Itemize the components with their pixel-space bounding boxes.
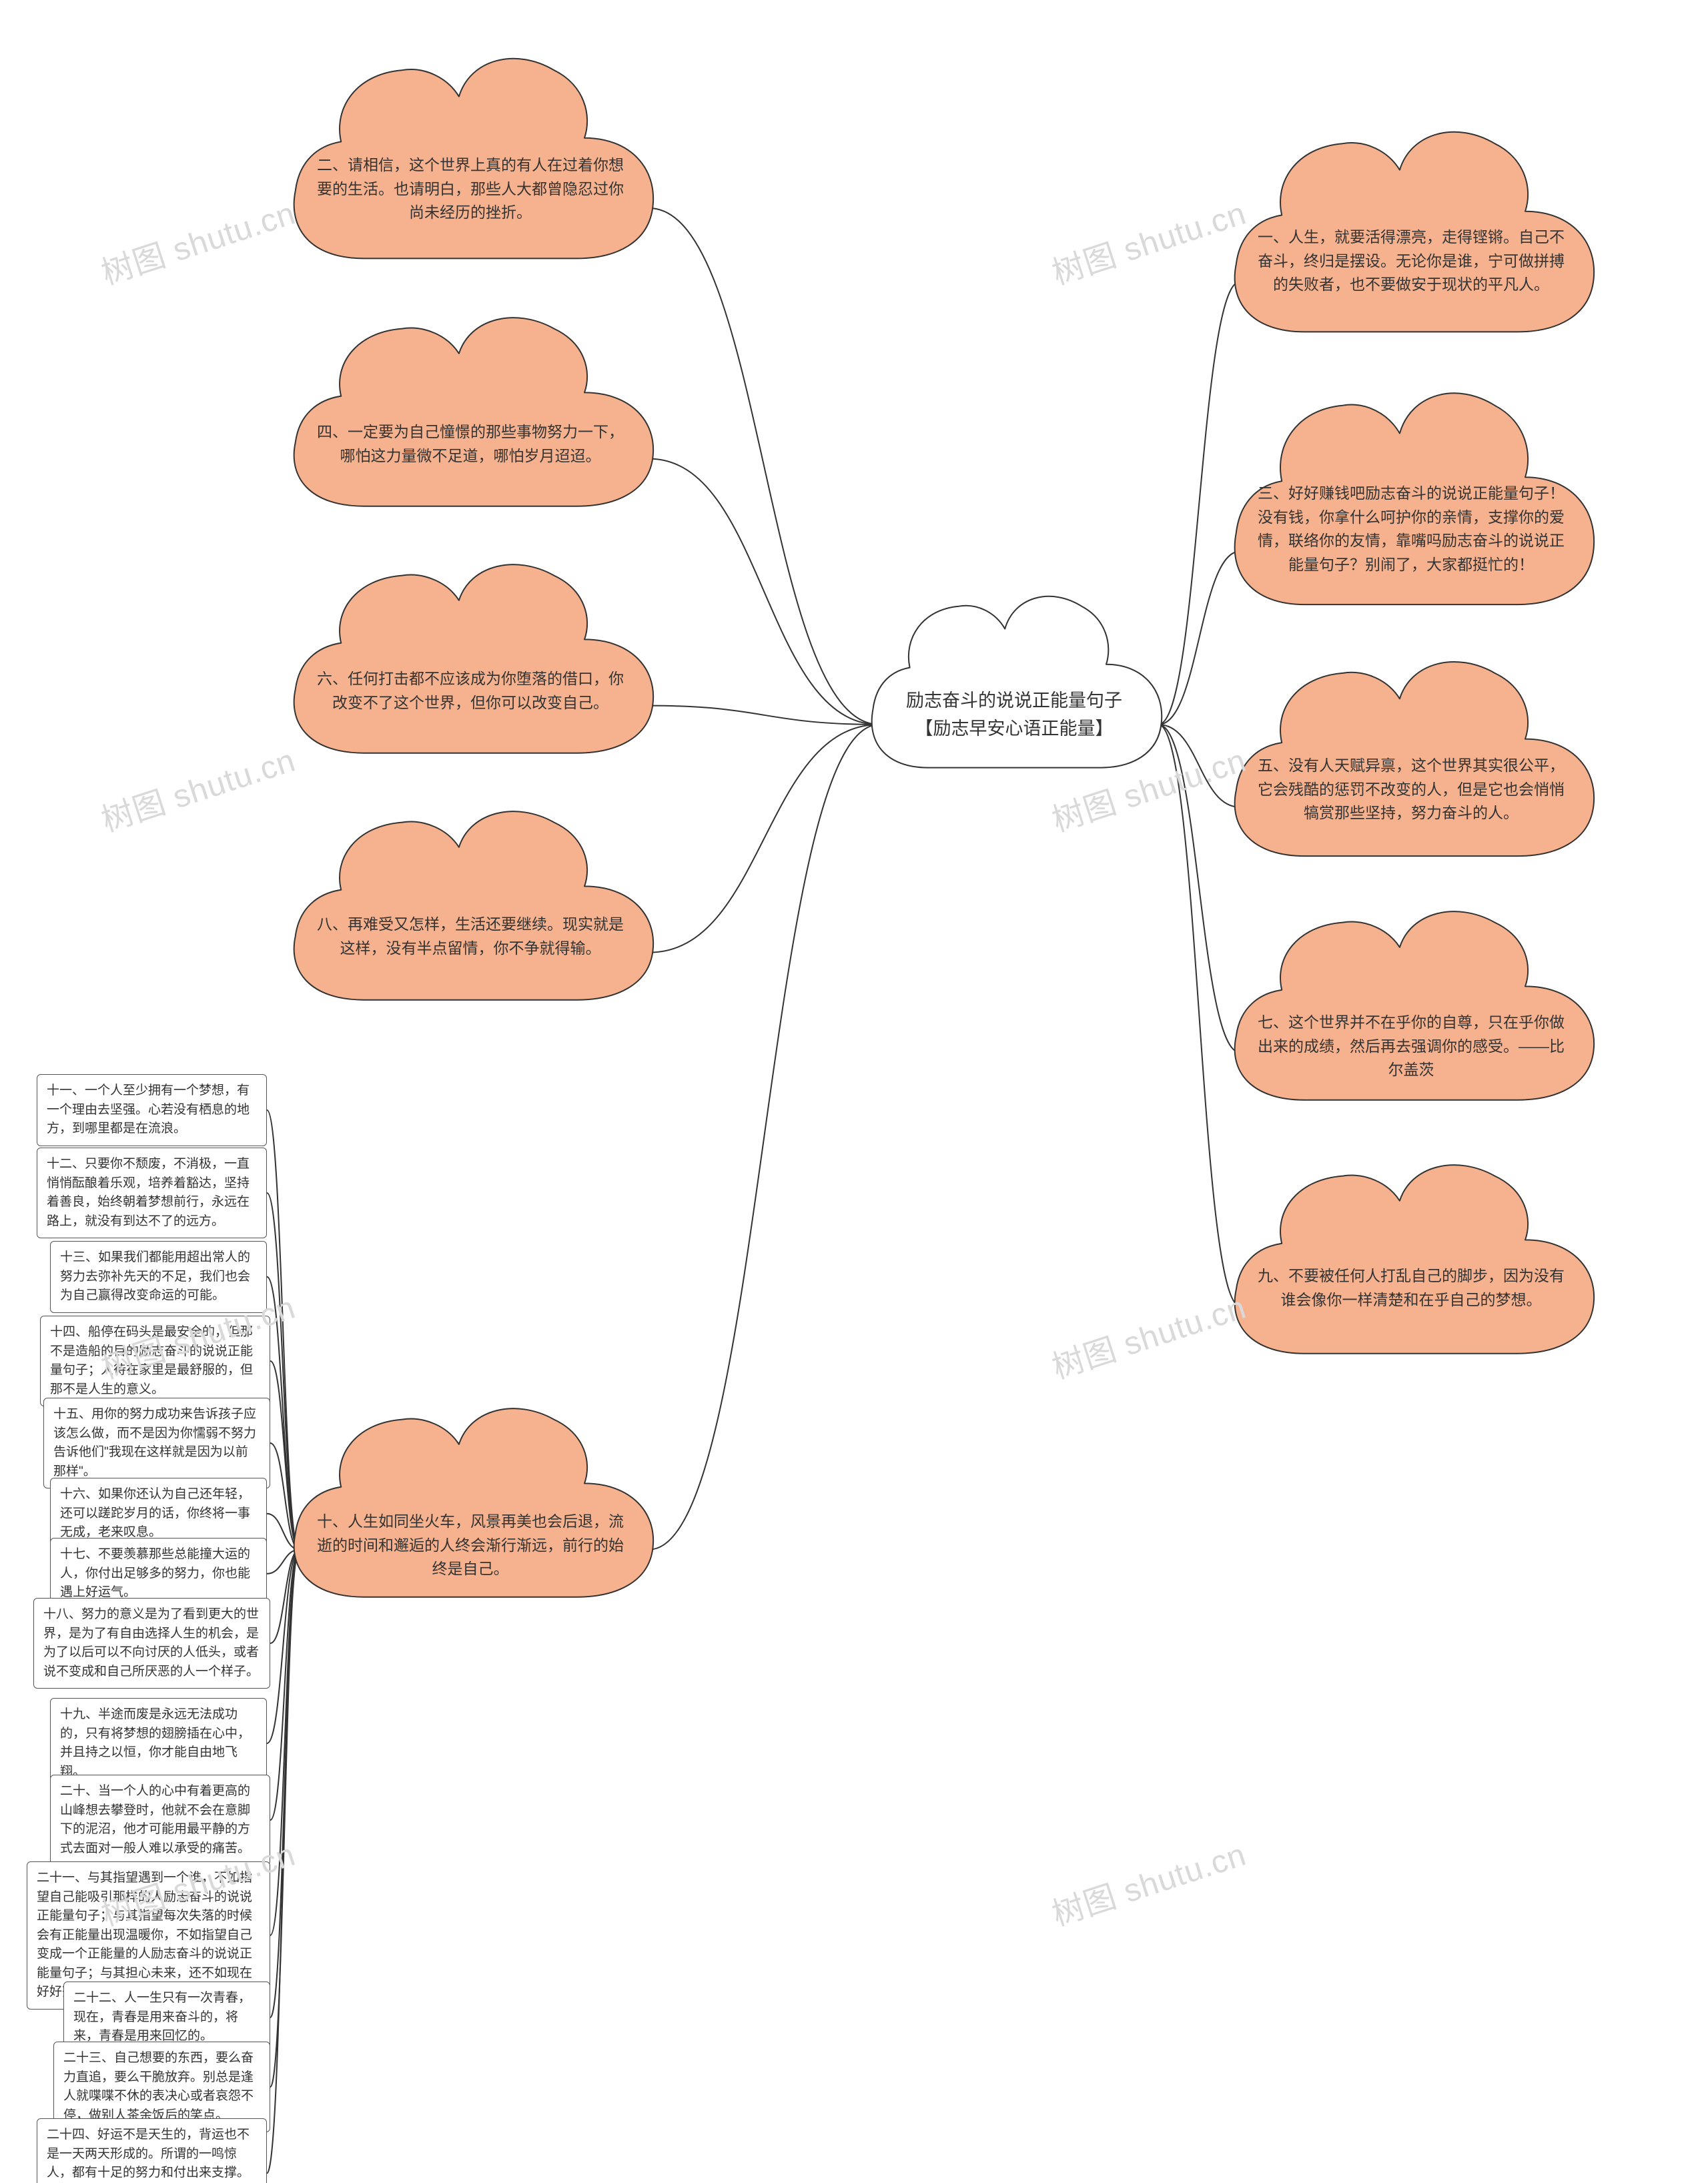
mindmap-node: 九、不要被任何人打乱自己的脚步，因为没有谁会像你一样清楚和在乎自己的梦想。	[1221, 1148, 1601, 1368]
mindmap-leaf: 十一、一个人至少拥有一个梦想，有一个理由去坚强。心若没有栖息的地方，到哪里都是在…	[37, 1074, 267, 1146]
watermark: 树图 shutu.cn	[95, 187, 301, 294]
node-text: 一、人生，就要活得漂亮，走得铿锵。自己不奋斗，终归是摆设。无论你是谁，宁可做拼搏…	[1221, 226, 1601, 297]
node-text: 四、一定要为自己憧憬的那些事物努力一下，哪怕这力量微不足道，哪怕岁月迢迢。	[280, 420, 661, 468]
mindmap-leaf: 二十四、好运不是天生的，背运也不是一天两天形成的。所谓的一鸣惊人，都有十足的努力…	[37, 2118, 267, 2183]
node-text: 三、好好赚钱吧励志奋斗的说说正能量句子！没有钱，你拿什么呵护你的亲情，支撑你的爱…	[1221, 482, 1601, 577]
mindmap-node: 三、好好赚钱吧励志奋斗的说说正能量句子！没有钱，你拿什么呵护你的亲情，支撑你的爱…	[1221, 374, 1601, 620]
node-text: 二、请相信，这个世界上真的有人在过着你想要的生活。也请明白，那些人大都曾隐忍过你…	[280, 153, 661, 225]
watermark: 树图 shutu.cn	[1045, 1281, 1252, 1388]
mindmap-node: 四、一定要为自己憧憬的那些事物努力一下，哪怕这力量微不足道，哪怕岁月迢迢。	[280, 300, 661, 520]
mindmap-leaf: 十四、船停在码头是最安全的，但那不是造船的目的励志奋斗的说说正能量句子；人待在家…	[40, 1316, 270, 1406]
mindmap-leaf: 十八、努力的意义是为了看到更大的世界，是为了有自由选择人生的机会，是为了以后可以…	[33, 1598, 270, 1689]
watermark: 树图 shutu.cn	[1045, 187, 1252, 294]
mindmap-node: 一、人生，就要活得漂亮，走得铿锵。自己不奋斗，终归是摆设。无论你是谁，宁可做拼搏…	[1221, 113, 1601, 347]
mindmap-node: 五、没有人天赋异禀，这个世界其实很公平，它会残酷的惩罚不改变的人，但是它也会悄悄…	[1221, 644, 1601, 871]
watermark: 树图 shutu.cn	[1045, 1828, 1252, 1935]
mindmap-node: 七、这个世界并不在乎你的自尊，只在乎你做出来的成绩，然后再去强调你的感受。——比…	[1221, 894, 1601, 1114]
node-text: 五、没有人天赋异禀，这个世界其实很公平，它会残酷的惩罚不改变的人，但是它也会悄悄…	[1221, 754, 1601, 825]
mindmap-node: 励志奋斗的说说正能量句子【励志早安心语正能量】	[861, 580, 1168, 781]
mindmap-leaf: 十三、如果我们都能用超出常人的努力去弥补先天的不足，我们也会为自己赢得改变命运的…	[50, 1241, 267, 1313]
node-text: 励志奋斗的说说正能量句子【励志早安心语正能量】	[861, 687, 1168, 743]
mindmap-leaf: 十五、用你的努力成功来告诉孩子应该怎么做，而不是因为你懦弱不努力告诉他们"我现在…	[43, 1398, 270, 1488]
mindmap-node: 八、再难受又怎样，生活还要继续。现实就是这样，没有半点留情，你不争就得输。	[280, 794, 661, 1014]
mindmap-node: 十、人生如同坐火车，风景再美也会后退，流逝的时间和邂逅的人终会渐行渐远，前行的始…	[280, 1391, 661, 1611]
node-text: 七、这个世界并不在乎你的自尊，只在乎你做出来的成绩，然后再去强调你的感受。——比…	[1221, 1011, 1601, 1082]
node-text: 八、再难受又怎样，生活还要继续。现实就是这样，没有半点留情，你不争就得输。	[280, 913, 661, 960]
watermark: 树图 shutu.cn	[95, 734, 301, 841]
node-text: 十、人生如同坐火车，风景再美也会后退，流逝的时间和邂逅的人终会渐行渐远，前行的始…	[280, 1510, 661, 1581]
node-text: 九、不要被任何人打乱自己的脚步，因为没有谁会像你一样清楚和在乎自己的梦想。	[1221, 1264, 1601, 1312]
node-text: 六、任何打击都不应该成为你堕落的借口，你改变不了这个世界，但你可以改变自己。	[280, 667, 661, 715]
mindmap-leaf: 十二、只要你不颓废，不消极，一直悄悄酝酿着乐观，培养着豁达，坚持着善良，始终朝着…	[37, 1148, 267, 1238]
mindmap-node: 六、任何打击都不应该成为你堕落的借口，你改变不了这个世界，但你可以改变自己。	[280, 547, 661, 767]
mindmap-leaf: 二十、当一个人的心中有着更高的山峰想去攀登时，他就不会在意脚下的泥沼，他才可能用…	[50, 1775, 270, 1865]
mindmap-node: 二、请相信，这个世界上真的有人在过着你想要的生活。也请明白，那些人大都曾隐忍过你…	[280, 40, 661, 274]
